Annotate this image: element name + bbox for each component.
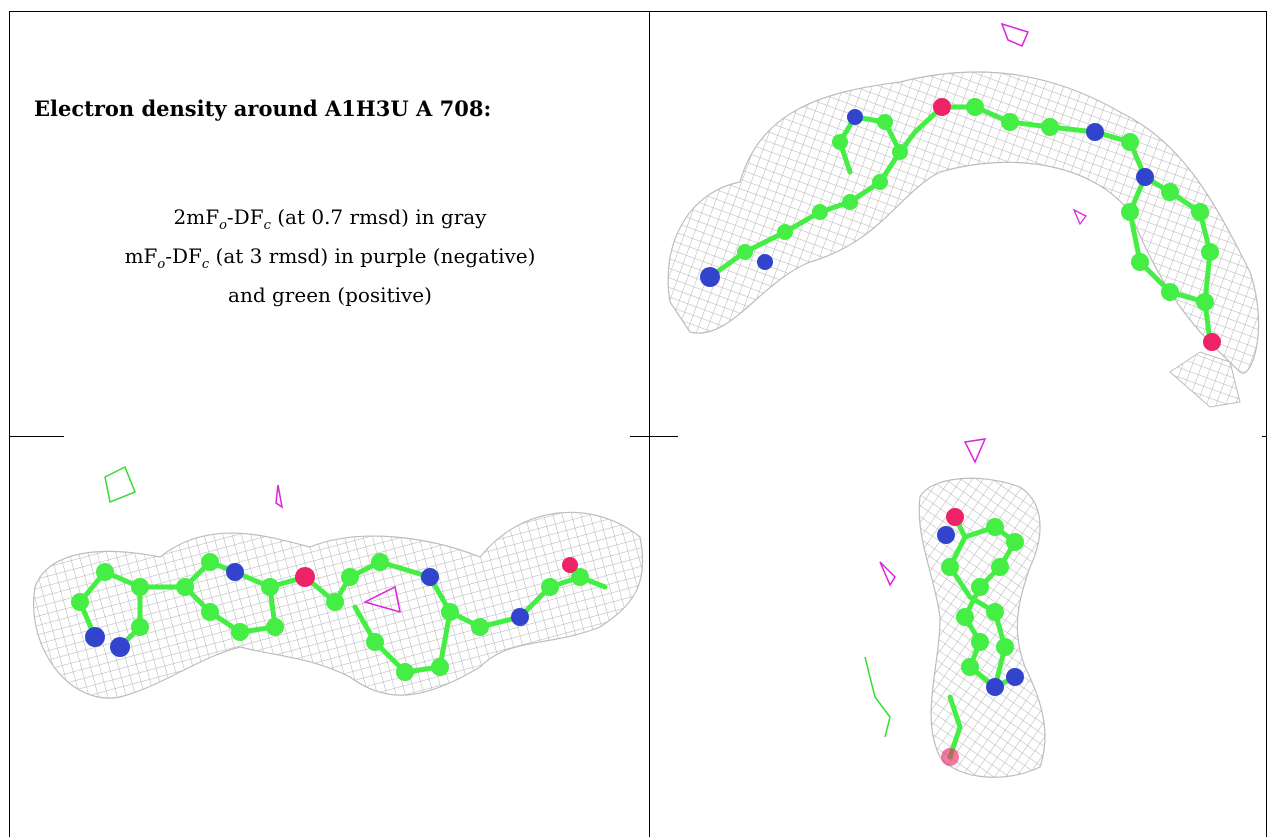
caption-panel: Electron density around A1H3U A 708: 2mF… [10, 12, 649, 436]
table-border-right [1266, 11, 1267, 837]
table-border-top [9, 11, 1267, 12]
legend-line-gray: 2mFo-DFc (at 0.7 rmsd) in gray [173, 205, 487, 233]
ligand-atoms [937, 508, 1024, 766]
legend-line-difference: mFo-DFc (at 3 rmsd) in purple (negative) [124, 244, 536, 272]
density-view-top-right [650, 12, 1266, 436]
density-render-bottom-right [864, 438, 1046, 778]
negative-density-blob [362, 585, 401, 614]
density-render-top-right [667, 22, 1260, 408]
negative-density-blob [963, 438, 987, 464]
legend-line-positive: and green (positive) [228, 283, 432, 307]
ligand-atoms [700, 98, 1221, 351]
table-border-left [9, 11, 10, 837]
stray-mesh-fragment [1169, 351, 1241, 408]
positive-density-blob [864, 656, 891, 738]
density-view-bottom-right [650, 437, 1266, 837]
table-divider-horizontal-mid [630, 436, 678, 437]
negative-density-blob [879, 561, 896, 587]
table-divider-vertical [649, 11, 650, 837]
table-divider-horizontal-left [9, 436, 64, 437]
ligand-atoms [71, 553, 589, 681]
density-view-bottom-left [10, 437, 649, 837]
positive-density-blob [104, 465, 136, 504]
negative-density-blob [1072, 208, 1087, 226]
negative-density-blob [275, 484, 284, 509]
density-render-bottom-left [33, 465, 644, 699]
table-divider-horizontal-right [1262, 436, 1267, 437]
caption-title: Electron density around A1H3U A 708: [34, 96, 492, 121]
density-mesh [918, 477, 1046, 778]
density-mesh [667, 71, 1260, 374]
caption-legend: 2mFo-DFc (at 0.7 rmsd) in gray mFo-DFc (… [20, 202, 640, 310]
negative-density-blob [1000, 22, 1030, 47]
